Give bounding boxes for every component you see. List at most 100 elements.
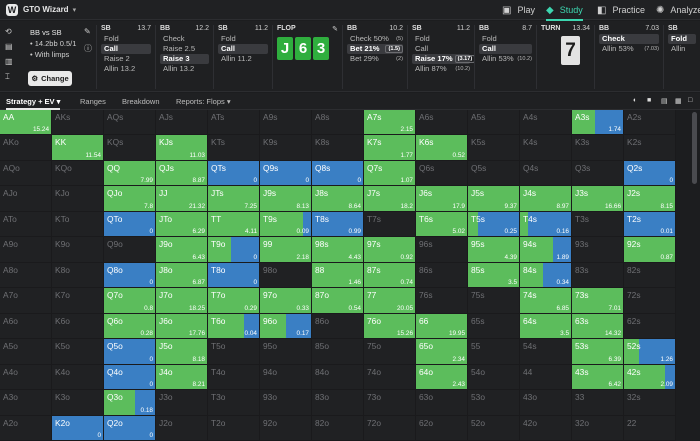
- hand-cell-a2o[interactable]: A2o: [0, 415, 52, 441]
- hand-cell-q8o[interactable]: 0 Q8o: [104, 262, 156, 289]
- hand-cell-aqo[interactable]: AQo: [0, 160, 52, 187]
- action-option[interactable]: Allin 87% (10.2): [415, 64, 470, 73]
- hand-cell-a8s[interactable]: A8s: [312, 110, 364, 136]
- hand-cell-t6o[interactable]: 0.04 T6o: [208, 313, 260, 340]
- hand-cell-q2s[interactable]: 0 Q2s: [624, 160, 676, 187]
- hand-cell-qto[interactable]: 0 QTo: [104, 211, 156, 238]
- chevron-down-icon[interactable]: ▾: [72, 6, 77, 14]
- hand-cell-55[interactable]: 55: [468, 339, 520, 365]
- hand-cell-52s[interactable]: 1.26 52s: [624, 339, 676, 365]
- hand-cell-ats[interactable]: ATs: [208, 110, 260, 136]
- hand-cell-ajs[interactable]: AJs: [156, 110, 208, 136]
- hand-cell-65o[interactable]: 2.34 65o: [416, 339, 468, 365]
- hand-cell-93o[interactable]: 93o: [260, 390, 312, 416]
- action-option[interactable]: Allin 53% (10.2): [482, 54, 532, 63]
- info-icon[interactable]: ⓘ: [84, 44, 92, 53]
- hand-cell-65s[interactable]: 65s: [468, 313, 520, 340]
- hand-cell-t2s[interactable]: 0.01 T2s: [624, 211, 676, 238]
- hand-cell-q7o[interactable]: 0.8 Q7o: [104, 288, 156, 314]
- action-option[interactable]: Allin 13.2: [163, 64, 195, 73]
- tab-breakdown[interactable]: Breakdown: [122, 97, 160, 106]
- action-option[interactable]: Check: [163, 34, 185, 43]
- hand-cell-j3o[interactable]: J3o: [156, 390, 208, 416]
- hand-cell-k8s[interactable]: K8s: [312, 135, 364, 161]
- save-icon[interactable]: ▤: [5, 42, 13, 51]
- hand-cell-62o[interactable]: 62o: [416, 415, 468, 441]
- hand-cell-j9o[interactable]: 6.43 J9o: [156, 237, 208, 263]
- flop-card-2[interactable]: 6: [295, 37, 311, 60]
- hand-cell-84o[interactable]: 84o: [312, 364, 364, 391]
- color-mode-icon[interactable]: ◐: [633, 97, 638, 104]
- hand-cell-j2s[interactable]: 8.15 J2s: [624, 186, 676, 212]
- hand-cell-92o[interactable]: 92o: [260, 415, 312, 441]
- hand-cell-87o[interactable]: 0.54 87o: [312, 288, 364, 314]
- hand-cell-22[interactable]: 22: [624, 415, 676, 441]
- action-option[interactable]: Call: [415, 44, 429, 53]
- hand-cell-42s[interactable]: 2.09 42s: [624, 364, 676, 391]
- action-option[interactable]: Bet 21% (1.5): [347, 44, 403, 54]
- action-option[interactable]: Allin 53% (7.03): [602, 44, 659, 53]
- nav-play[interactable]: ▣ Play: [502, 4, 535, 16]
- hand-cell-98s[interactable]: 4.43 98s: [312, 237, 364, 263]
- hand-cell-q4s[interactable]: Q4s: [520, 160, 572, 187]
- scrollbar-track[interactable]: [689, 110, 700, 441]
- hand-cell-94s[interactable]: 1.89 94s: [520, 237, 572, 263]
- hand-cell-a7o[interactable]: A7o: [0, 288, 52, 314]
- hand-cell-t5s[interactable]: 0.25 T5s: [468, 211, 520, 238]
- hand-cell-k6o[interactable]: K6o: [52, 313, 104, 340]
- hand-cell-ako[interactable]: AKo: [0, 135, 52, 161]
- hand-cell-62s[interactable]: 62s: [624, 313, 676, 340]
- scrollbar-thumb[interactable]: [692, 112, 697, 184]
- hand-cell-64s[interactable]: 3.5 64s: [520, 313, 572, 340]
- hand-cell-74s[interactable]: 6.85 74s: [520, 288, 572, 314]
- hand-cell-t8s[interactable]: 0.99 T8s: [312, 211, 364, 238]
- hand-cell-63s[interactable]: 14.32 63s: [572, 313, 624, 340]
- hand-cell-q3s[interactable]: Q3s: [572, 160, 624, 187]
- hand-cell-a4o[interactable]: A4o: [0, 364, 52, 391]
- hand-cell-43s[interactable]: 6.42 43s: [572, 364, 624, 391]
- hand-cell-a6s[interactable]: A6s: [416, 110, 468, 136]
- hand-cell-k3s[interactable]: K3s: [572, 135, 624, 161]
- hand-cell-t5o[interactable]: T5o: [208, 339, 260, 365]
- edit-flop-icon[interactable]: ✎: [332, 26, 338, 33]
- hand-cell-t9o[interactable]: 0 T9o: [208, 237, 260, 263]
- hand-cell-88[interactable]: 1.46 88: [312, 262, 364, 289]
- hand-cell-92s[interactable]: 0.87 92s: [624, 237, 676, 263]
- action-option[interactable]: Fold: [415, 34, 430, 43]
- hand-cell-k2s[interactable]: K2s: [624, 135, 676, 161]
- tab-strategy-ev[interactable]: Strategy + EV ▾: [6, 93, 61, 110]
- hand-cell-qq[interactable]: 7.99 QQ: [104, 160, 156, 187]
- hand-cell-jto[interactable]: 6.29 JTo: [156, 211, 208, 238]
- turn-card[interactable]: 7: [561, 36, 580, 65]
- hand-cell-kjs[interactable]: 11.03 KJs: [156, 135, 208, 161]
- action-option[interactable]: Bet 29% (2): [350, 54, 403, 63]
- flop-card-1[interactable]: J: [277, 37, 293, 60]
- hand-cell-q5o[interactable]: 0 Q5o: [104, 339, 156, 365]
- hand-cell-k9s[interactable]: K9s: [260, 135, 312, 161]
- hand-cell-kto[interactable]: KTo: [52, 211, 104, 238]
- action-option[interactable]: Allin 13.2: [104, 64, 136, 73]
- hand-cell-a9s[interactable]: A9s: [260, 110, 312, 136]
- hand-cell-42o[interactable]: 42o: [520, 415, 572, 441]
- action-option[interactable]: Check 50% (5): [350, 34, 403, 43]
- tab-reports-flops[interactable]: Reports: Flops ▾: [176, 97, 231, 106]
- action-option[interactable]: Raise 2.5: [163, 44, 196, 53]
- hand-cell-j9s[interactable]: 8.13 J9s: [260, 186, 312, 212]
- hand-cell-a2s[interactable]: A2s: [624, 110, 676, 136]
- hand-cell-32s[interactable]: 32s: [624, 390, 676, 416]
- hand-cell-87s[interactable]: 0.74 87s: [364, 262, 416, 289]
- hand-cell-54s[interactable]: 54s: [520, 339, 572, 365]
- hand-cell-72s[interactable]: 72s: [624, 288, 676, 314]
- hand-cell-j8s[interactable]: 8.64 J8s: [312, 186, 364, 212]
- hand-cell-aqs[interactable]: AQs: [104, 110, 156, 136]
- view-list-icon[interactable]: ▤: [661, 98, 668, 105]
- hand-cell-t4s[interactable]: 0.16 T4s: [520, 211, 572, 238]
- hand-cell-98o[interactable]: 98o: [260, 262, 312, 289]
- hand-cell-74o[interactable]: 74o: [364, 364, 416, 391]
- nav-analyze[interactable]: ✺ Analyze: [656, 4, 700, 16]
- hand-cell-97o[interactable]: 0.33 97o: [260, 288, 312, 314]
- hand-cell-a3s[interactable]: 1.74 A3s: [572, 110, 624, 136]
- hand-cell-97s[interactable]: 0.92 97s: [364, 237, 416, 263]
- action-option[interactable]: Fold: [482, 34, 497, 43]
- hand-cell-k3o[interactable]: K3o: [52, 390, 104, 416]
